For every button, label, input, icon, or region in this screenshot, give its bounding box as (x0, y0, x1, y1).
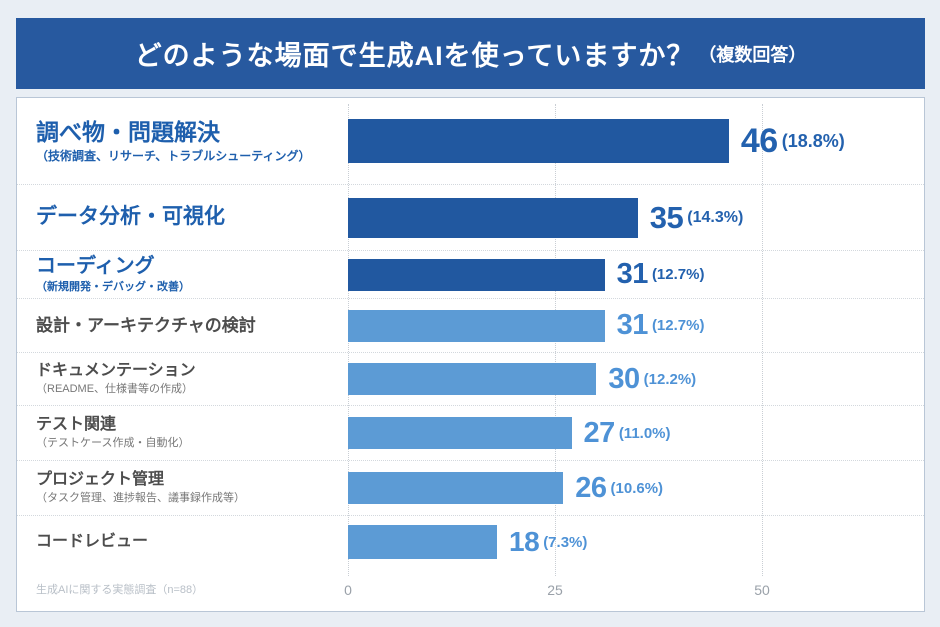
value-percent: (12.7%) (651, 266, 705, 283)
value-number: 30 (608, 362, 640, 395)
bar-zone: 46 (18.8%) (348, 98, 924, 184)
chart-row: 調べ物・問題解決 （技術調査、リサーチ、トラブルシューティング） 46 (18.8%) (17, 98, 924, 185)
category-label: データ分析・可視化 (36, 205, 225, 229)
chart-card: 0 25 50 調べ物・問題解決 （技術調査、リサーチ、トラブルシューティング） 46(… (16, 97, 925, 612)
chart-title: どのような場面で生成AIを使っていますか？ (134, 41, 695, 71)
chart-title-note: （複数回答） (698, 44, 807, 65)
category-label: プロジェクト管理 (36, 470, 165, 488)
value-number: 31 (616, 309, 649, 341)
category-label-zone: データ分析・可視化 (17, 205, 348, 229)
category-label-zone: 調べ物・問題解決 （技術調査、リサーチ、トラブルシューティング） (17, 119, 348, 163)
value-label: 27 (11.0%) (584, 417, 671, 450)
category-label-zone: ドキュメンテーション （README、仕様書等の作成） (17, 362, 348, 397)
chart-row: ドキュメンテーション （README、仕様書等の作成） 30 (12.2%) (17, 353, 924, 406)
bar (348, 472, 564, 504)
value-percent: (11.0%) (618, 424, 671, 442)
value-number: 31 (616, 258, 649, 290)
bar (348, 119, 729, 163)
category-sublabel: （README、仕様書等の作成） (36, 383, 194, 396)
category-sublabel: （新規開発・デバッグ・改善） (36, 280, 190, 293)
bar (348, 363, 597, 395)
bar-zone: 31 (12.7%) (348, 251, 924, 298)
category-label-zone: プロジェクト管理 （タスク管理、進捗報告、議事録作成等） (17, 471, 348, 506)
x-tick-label-25: 25 (547, 582, 563, 598)
value-label: 31 (12.7%) (617, 309, 705, 342)
category-label: ドキュメンテーション (36, 361, 196, 379)
value-label: 18 (7.3%) (509, 526, 587, 558)
value-percent: (10.6%) (610, 479, 664, 497)
bar-zone: 30 (12.2%) (348, 353, 924, 405)
bar (348, 258, 605, 291)
category-sublabel: （テストケース作成・自動化） (36, 437, 190, 450)
chart-row: 設計・アーキテクチャの検討 31 (12.7%) (17, 299, 924, 353)
bar-zone: 26 (10.6%) (348, 461, 924, 515)
value-label: 46 (18.8%) (741, 122, 845, 161)
value-percent: (14.3%) (687, 208, 744, 226)
source-note: 生成AIに関する実態調査（n=88） (36, 584, 204, 596)
value-number: 18 (509, 526, 540, 557)
bar-zone: 31 (12.7%) (348, 299, 924, 352)
category-sublabel: （タスク管理、進捗報告、議事録作成等） (36, 492, 245, 505)
category-label-zone: 設計・アーキテクチャの検討 (17, 316, 348, 336)
value-percent: (7.3%) (543, 533, 588, 551)
x-gridline-50 (762, 104, 763, 576)
x-tick-label-50: 50 (754, 582, 770, 598)
bar-zone: 27 (11.0%) (348, 406, 924, 460)
category-label: 設計・アーキテクチャの検討 (36, 315, 256, 335)
bar-zone: 18 (7.3%) (348, 516, 924, 568)
bar-rows: 調べ物・問題解決 （技術調査、リサーチ、トラブルシューティング） 46 (18.8%)… (17, 98, 924, 568)
category-label-zone: コーディング （新規開発・デバッグ・改善） (17, 255, 348, 294)
value-label: 31 (12.7%) (617, 258, 705, 291)
value-label: 26 (10.6%) (575, 472, 663, 505)
chart-row: コーディング （新規開発・デバッグ・改善） 31 (12.7%) (17, 251, 924, 299)
bar (348, 525, 498, 559)
category-label: テスト関連 (36, 415, 117, 433)
bar (348, 197, 638, 238)
category-label-zone: テスト関連 （テストケース作成・自動化） (17, 416, 348, 451)
value-number: 46 (740, 121, 778, 160)
chart-row: テスト関連 （テストケース作成・自動化） 27 (11.0%) (17, 406, 924, 461)
value-percent: (12.2%) (643, 370, 697, 388)
category-label-zone: コードレビュー (17, 533, 348, 551)
bar-zone: 35 (14.3%) (348, 185, 924, 250)
value-number: 27 (583, 416, 616, 449)
value-number: 26 (575, 471, 607, 504)
chart-row: コードレビュー 18 (7.3%) (17, 516, 924, 568)
category-label: コーディング (36, 254, 155, 277)
value-number: 35 (649, 199, 684, 235)
chart-title-bar: どのような場面で生成AIを使っていますか？ （複数回答） (16, 18, 925, 89)
bar (348, 309, 605, 342)
category-label: コードレビュー (36, 532, 149, 550)
chart-row: データ分析・可視化 35 (14.3%) (17, 185, 924, 251)
chart-row: プロジェクト管理 （タスク管理、進捗報告、議事録作成等） 26 (10.6%) (17, 461, 924, 516)
bar (348, 417, 572, 449)
value-percent: (18.8%) (781, 130, 845, 151)
x-tick-label-0: 0 (344, 582, 352, 598)
value-percent: (12.7%) (651, 317, 705, 334)
value-label: 30 (12.2%) (608, 363, 696, 396)
value-label: 35 (14.3%) (650, 200, 744, 236)
category-sublabel: （技術調査、リサーチ、トラブルシューティング） (36, 148, 311, 163)
category-label: 調べ物・問題解決 (36, 119, 220, 146)
